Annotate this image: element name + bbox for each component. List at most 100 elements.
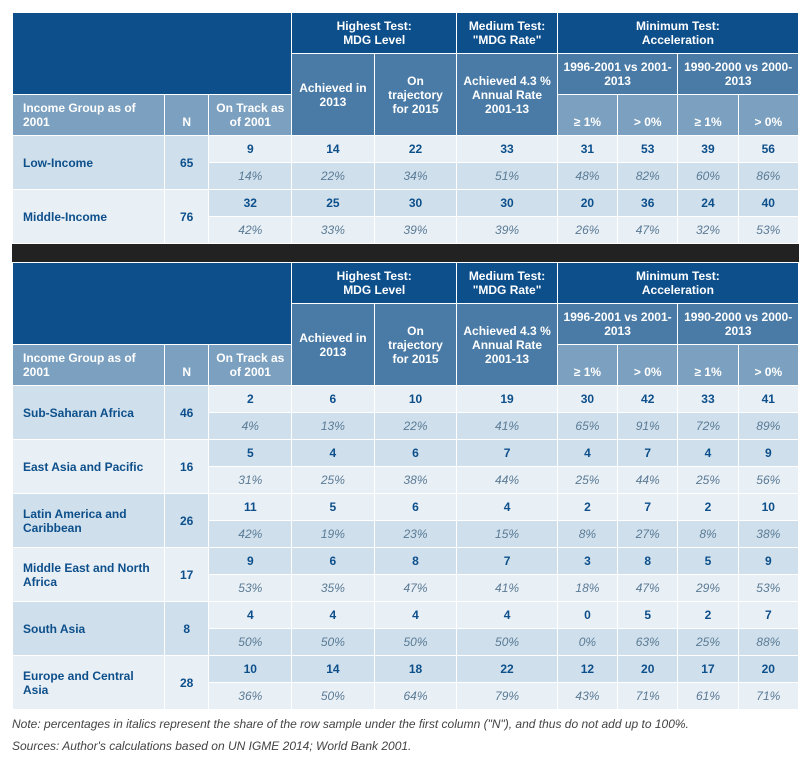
row-n: 17	[164, 548, 209, 602]
header-ge1-b: ≥ 1%	[678, 345, 738, 386]
value-cell: 39	[678, 136, 738, 163]
percent-cell: 72%	[678, 413, 738, 440]
value-cell: 4	[209, 602, 292, 629]
value-cell: 19	[457, 386, 557, 413]
percent-cell: 89%	[738, 413, 798, 440]
header-highest: Highest Test: MDG Level	[292, 13, 457, 54]
header-minimum: Minimum Test: Acceleration	[557, 13, 798, 54]
value-cell: 33	[678, 386, 738, 413]
value-cell: 18	[374, 656, 457, 683]
percent-cell: 34%	[374, 163, 457, 190]
percent-cell: 15%	[457, 521, 557, 548]
value-cell: 4	[292, 440, 375, 467]
percent-cell: 41%	[457, 413, 557, 440]
percent-cell: 86%	[738, 163, 798, 190]
value-cell: 4	[292, 602, 375, 629]
header-period-b: 1990-2000 vs 2000-2013	[678, 54, 799, 95]
value-cell: 9	[209, 548, 292, 575]
percent-cell: 38%	[738, 521, 798, 548]
value-cell: 4	[678, 440, 738, 467]
header-ge1-b: ≥ 1%	[678, 95, 738, 136]
table-row: East Asia and Pacific1654674749	[13, 440, 799, 467]
header-ontrack: On Track as of 2001	[209, 95, 292, 136]
value-cell: 0	[557, 602, 617, 629]
value-cell: 5	[292, 494, 375, 521]
table-header: Highest Test: MDG Level Medium Test: "MD…	[13, 13, 799, 136]
value-cell: 7	[457, 548, 557, 575]
value-cell: 7	[618, 494, 678, 521]
percent-cell: 0%	[557, 629, 617, 656]
percent-cell: 4%	[209, 413, 292, 440]
value-cell: 6	[292, 386, 375, 413]
value-cell: 5	[678, 548, 738, 575]
value-cell: 41	[738, 386, 798, 413]
header-group-label: Income Group as of 2001	[13, 95, 165, 136]
value-cell: 9	[738, 440, 798, 467]
percent-cell: 18%	[557, 575, 617, 602]
value-cell: 2	[678, 494, 738, 521]
percent-cell: 26%	[557, 217, 617, 244]
percent-cell: 36%	[209, 683, 292, 710]
percent-cell: 32%	[678, 217, 738, 244]
value-cell: 10	[738, 494, 798, 521]
percent-cell: 25%	[678, 629, 738, 656]
percent-cell: 53%	[738, 217, 798, 244]
header-highest: Highest Test: MDG Level	[292, 263, 457, 304]
value-cell: 36	[618, 190, 678, 217]
value-cell: 33	[457, 136, 557, 163]
table-row: Low-Income65914223331533956	[13, 136, 799, 163]
value-cell: 22	[374, 136, 457, 163]
percent-cell: 22%	[374, 413, 457, 440]
value-cell: 11	[209, 494, 292, 521]
header-period-b: 1990-2000 vs 2000-2013	[678, 304, 799, 345]
header-gt0-b: > 0%	[738, 345, 798, 386]
percent-cell: 91%	[618, 413, 678, 440]
percent-cell: 25%	[557, 467, 617, 494]
header-gt0-a: > 0%	[618, 95, 678, 136]
percent-cell: 19%	[292, 521, 375, 548]
row-label: Low-Income	[13, 136, 165, 190]
row-label: Middle-Income	[13, 190, 165, 244]
value-cell: 6	[374, 494, 457, 521]
value-cell: 9	[209, 136, 292, 163]
value-cell: 30	[457, 190, 557, 217]
table-gap	[12, 244, 799, 262]
percent-cell: 42%	[209, 217, 292, 244]
row-n: 46	[164, 386, 209, 440]
percent-cell: 27%	[618, 521, 678, 548]
percent-cell: 25%	[292, 467, 375, 494]
table-body-region: Sub-Saharan Africa46261019304233414%13%2…	[13, 386, 799, 710]
percent-cell: 50%	[209, 629, 292, 656]
percent-cell: 56%	[738, 467, 798, 494]
value-cell: 4	[557, 440, 617, 467]
percent-cell: 71%	[618, 683, 678, 710]
value-cell: 56	[738, 136, 798, 163]
footnote-sources: Sources: Author's calculations based on …	[12, 738, 799, 754]
value-cell: 5	[618, 602, 678, 629]
value-cell: 42	[618, 386, 678, 413]
value-cell: 7	[618, 440, 678, 467]
percent-cell: 25%	[678, 467, 738, 494]
row-label: South Asia	[13, 602, 165, 656]
table-header: Highest Test: MDG Level Medium Test: "MD…	[13, 263, 799, 386]
percent-cell: 43%	[557, 683, 617, 710]
table-row: South Asia844440527	[13, 602, 799, 629]
header-medium: Medium Test: "MDG Rate"	[457, 263, 557, 304]
header-n: N	[164, 345, 209, 386]
percent-cell: 39%	[457, 217, 557, 244]
table-body-income: Low-Income6591422333153395614%22%34%51%4…	[13, 136, 799, 244]
percent-cell: 47%	[618, 217, 678, 244]
value-cell: 6	[292, 548, 375, 575]
percent-cell: 79%	[457, 683, 557, 710]
header-group-label: Income Group as of 2001	[13, 345, 165, 386]
header-period-a: 1996-2001 vs 2001-2013	[557, 304, 678, 345]
value-cell: 30	[557, 386, 617, 413]
percent-cell: 51%	[457, 163, 557, 190]
header-medium: Medium Test: "MDG Rate"	[457, 13, 557, 54]
percent-cell: 50%	[292, 683, 375, 710]
value-cell: 3	[557, 548, 617, 575]
percent-cell: 23%	[374, 521, 457, 548]
table-row: Sub-Saharan Africa4626101930423341	[13, 386, 799, 413]
value-cell: 8	[618, 548, 678, 575]
value-cell: 6	[374, 440, 457, 467]
